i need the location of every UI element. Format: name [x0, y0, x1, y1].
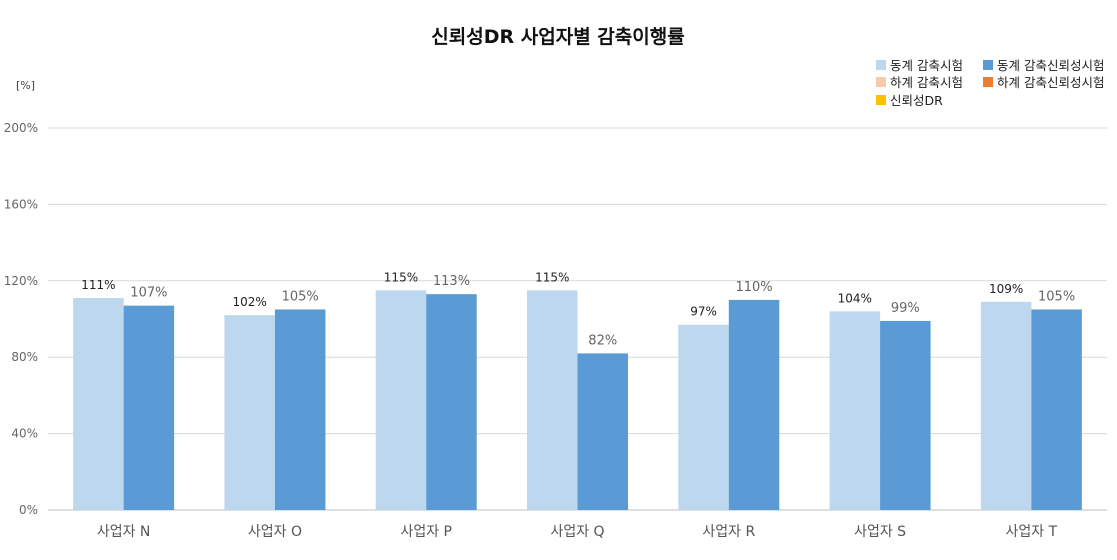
data-label: 105%: [282, 289, 319, 304]
bar-winter-reliability-test: [274, 309, 326, 510]
y-tick-label: 80%: [11, 350, 38, 364]
y-tick-label: 0%: [19, 503, 38, 517]
data-label: 109%: [989, 282, 1023, 296]
bar-winter-test: [678, 324, 729, 510]
data-label: 115%: [384, 270, 418, 284]
x-tick-label: 사업자 R: [702, 524, 755, 540]
data-label: 110%: [735, 280, 772, 295]
bar-winter-test: [527, 290, 578, 510]
legend-swatch: [983, 60, 993, 70]
data-label: 111%: [81, 278, 115, 292]
data-label: 102%: [233, 295, 267, 309]
chart-title: 신뢰성DR 사업자별 감축이행률: [431, 26, 684, 48]
data-label: 113%: [433, 274, 470, 289]
bar-winter-test: [224, 315, 275, 510]
bar-winter-test: [73, 297, 124, 510]
bar-winter-reliability-test: [1031, 309, 1082, 510]
legend-label: 하계 감축시험: [890, 75, 963, 90]
bar-winter-reliability-test: [880, 320, 931, 510]
x-tick-label: 사업자 O: [248, 524, 302, 540]
x-tick-label: 사업자 T: [1006, 524, 1058, 540]
data-label: 104%: [838, 291, 872, 305]
y-tick-label: 200%: [4, 121, 38, 135]
data-label: 105%: [1038, 289, 1075, 304]
legend-swatch: [876, 95, 886, 105]
bar-winter-test: [980, 301, 1032, 510]
x-tick-label: 사업자 N: [97, 524, 151, 540]
data-label: 82%: [588, 333, 617, 348]
bar-winter-reliability-test: [577, 353, 628, 510]
data-label: 97%: [690, 305, 717, 319]
legend-swatch: [876, 60, 886, 70]
bar-winter-test: [375, 290, 427, 510]
x-tick-label: 사업자 Q: [550, 524, 604, 540]
legend-swatch: [876, 77, 886, 87]
x-tick-label: 사업자 S: [854, 524, 906, 540]
data-label: 99%: [891, 301, 920, 316]
x-tick-label: 사업자 P: [400, 524, 452, 540]
bar-winter-test: [829, 311, 881, 510]
legend-label: 동계 감축신뢰성시험: [997, 58, 1104, 73]
legend-label: 하계 감축신뢰성시험: [997, 75, 1104, 90]
y-tick-label: 40%: [11, 427, 38, 441]
y-tick-label: 120%: [4, 274, 38, 288]
legend-swatch: [983, 77, 993, 87]
bar-winter-reliability-test: [728, 299, 780, 510]
legend-label: 신뢰성DR: [890, 93, 943, 108]
y-axis-unit: [%]: [16, 79, 35, 92]
y-tick-label: 160%: [4, 197, 38, 211]
legend-label: 동계 감축시험: [890, 58, 963, 73]
bar-winter-reliability-test: [426, 294, 477, 510]
data-label: 107%: [130, 286, 167, 301]
bar-winter-reliability-test: [123, 305, 175, 510]
data-label: 115%: [535, 270, 569, 284]
